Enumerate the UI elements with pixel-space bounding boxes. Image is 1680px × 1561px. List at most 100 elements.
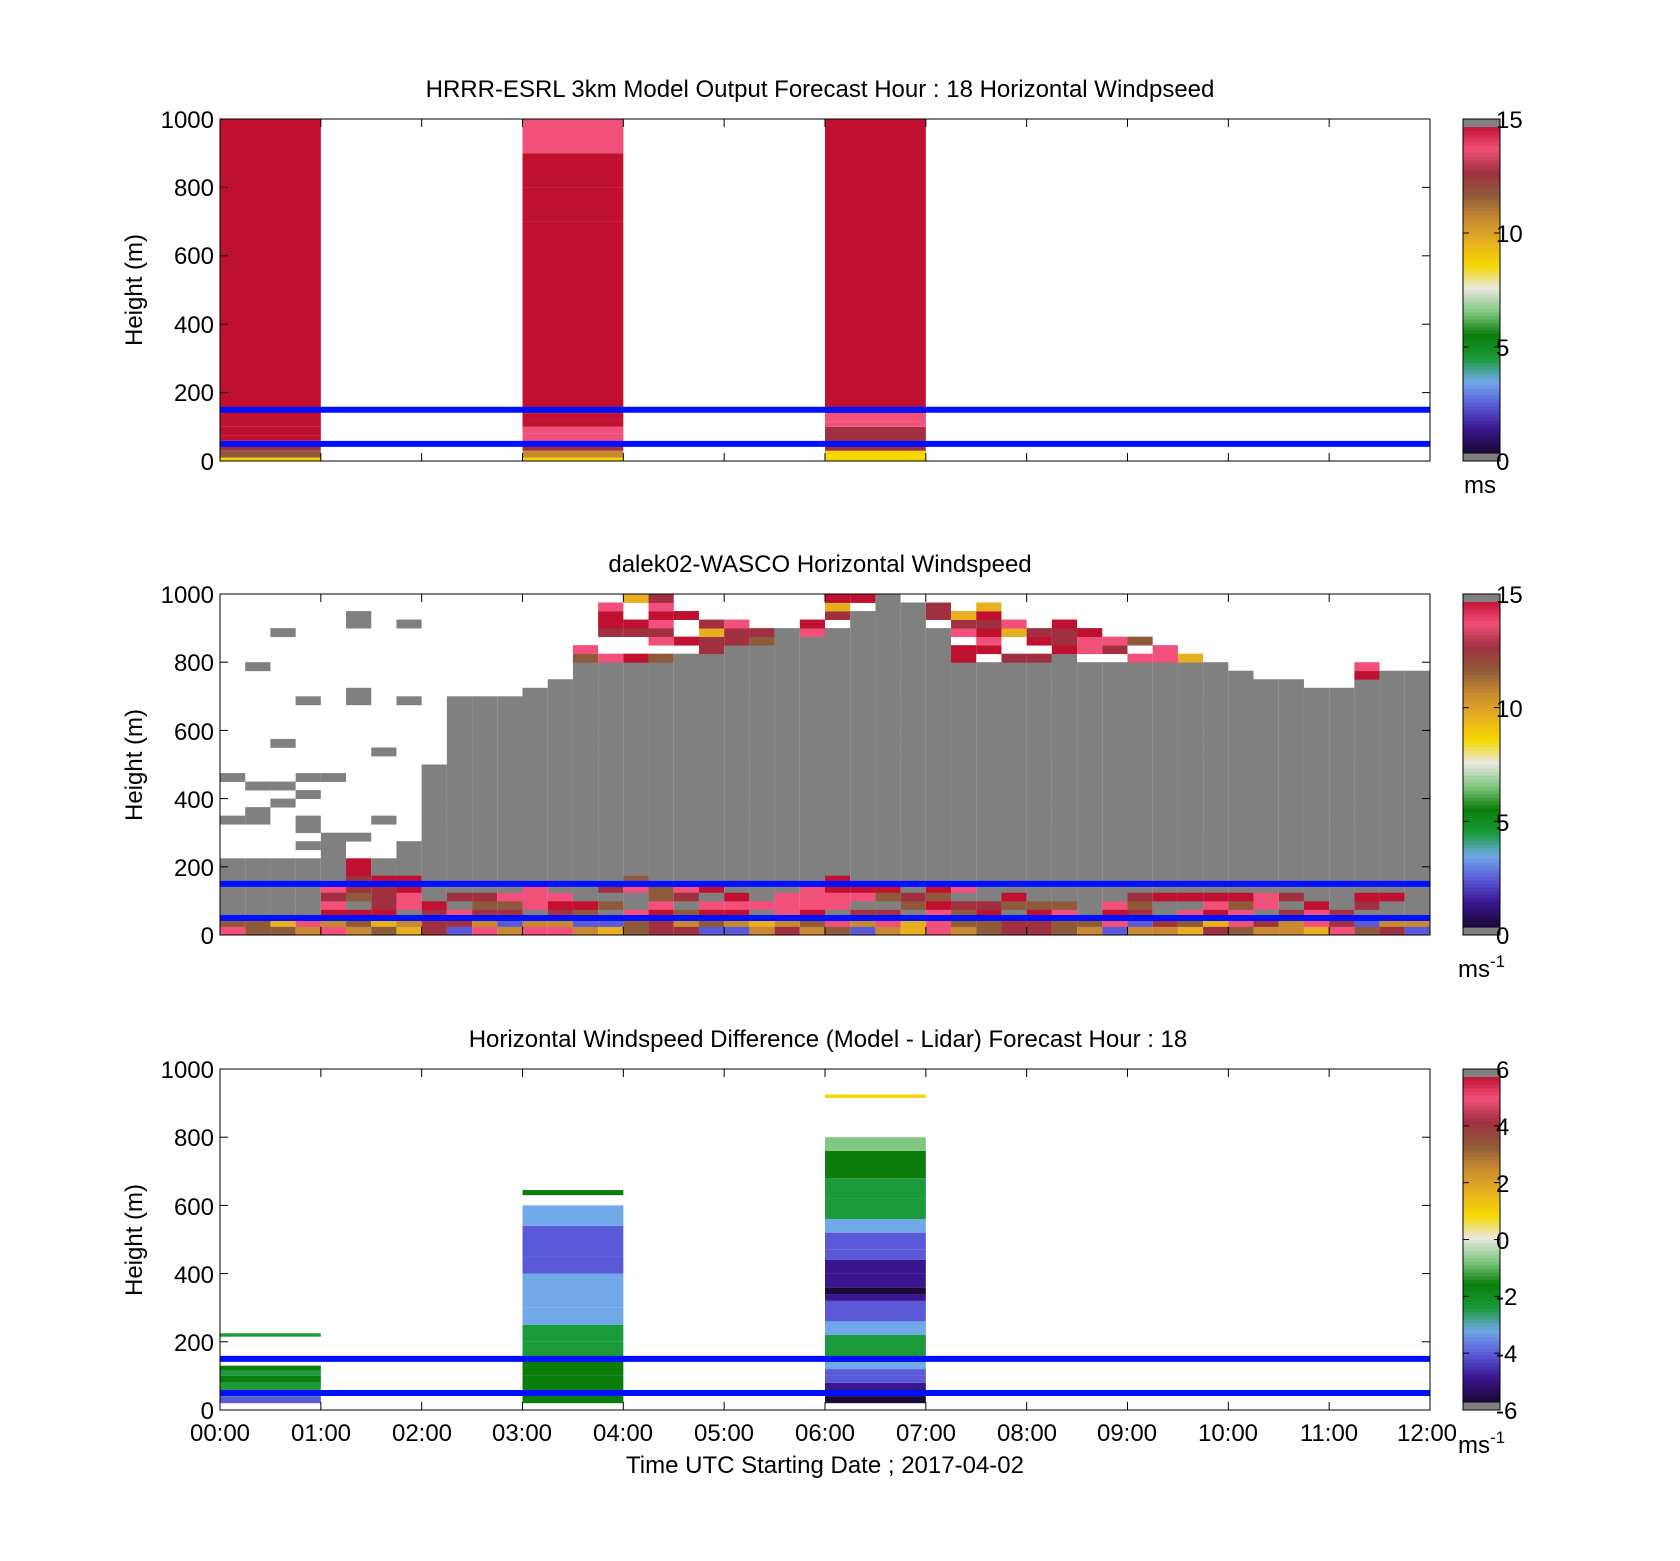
heatmap-cell <box>825 764 851 774</box>
heatmap-cell <box>925 602 952 612</box>
colorbar-swatch <box>1463 242 1500 248</box>
heatmap-cell <box>900 730 926 740</box>
heatmap-cell <box>749 679 775 689</box>
heatmap-cell <box>875 807 901 817</box>
heatmap-cell <box>472 892 498 902</box>
heatmap-cell <box>1203 849 1229 859</box>
heatmap-cell <box>547 900 573 910</box>
heatmap-cell <box>875 738 901 748</box>
heatmap-cell <box>1379 849 1405 859</box>
colorbar-tick-label: -4 <box>1496 1341 1517 1368</box>
colorbar-swatch <box>1463 177 1500 182</box>
heatmap-cell <box>547 807 573 817</box>
heatmap-cell <box>598 875 624 885</box>
heatmap-cell <box>1253 917 1279 927</box>
heatmap-cell <box>749 781 775 791</box>
colorbar-swatch <box>1463 786 1500 791</box>
heatmap-cell <box>396 909 422 919</box>
heatmap-cell <box>1303 849 1330 859</box>
heatmap-cell <box>320 773 347 782</box>
heatmap-cell <box>900 790 926 799</box>
colorbar-swatch <box>1463 152 1500 157</box>
heatmap-cell <box>825 713 851 723</box>
heatmap-cell <box>1077 790 1103 799</box>
heatmap-cell <box>1303 798 1330 808</box>
heatmap-cell <box>673 892 699 902</box>
heatmap-cell <box>698 883 725 893</box>
heatmap-cell <box>1329 824 1355 834</box>
heatmap-cell <box>623 730 649 740</box>
heatmap-cell <box>698 679 725 689</box>
heatmap-cell <box>951 679 977 689</box>
heatmap-cell <box>724 798 750 808</box>
colorbar-swatch <box>1463 1304 1500 1309</box>
heatmap-cell <box>1001 755 1027 765</box>
heatmap-cell <box>1379 755 1405 765</box>
heatmap-cell <box>1127 773 1153 782</box>
colorbar-swatch <box>1463 869 1500 874</box>
heatmap-cell <box>648 892 674 902</box>
heatmap-cell <box>572 883 599 893</box>
heatmap-cell <box>1253 849 1279 859</box>
panel-lidar: dalek02-WASCO Horizontal Windspeed 0 200… <box>121 551 1523 983</box>
heatmap-cell <box>472 849 498 859</box>
colorbar-swatch <box>1463 239 1500 244</box>
panel-difference-x-ticks <box>220 1068 1430 1411</box>
heatmap-cell <box>1102 687 1128 697</box>
heatmap-cell <box>825 841 851 851</box>
colorbar-tick-label: 0 <box>1496 923 1509 950</box>
colorbar-swatch <box>1463 159 1500 164</box>
colorbar-swatch <box>1463 1123 1500 1129</box>
heatmap-cell <box>497 841 523 851</box>
heatmap-cell <box>1177 909 1204 919</box>
heatmap-cell <box>1127 790 1153 799</box>
heatmap-cell <box>346 687 372 697</box>
heatmap-cell <box>472 704 498 714</box>
heatmap-cell <box>1077 917 1103 927</box>
heatmap-cell <box>1329 807 1355 817</box>
heatmap-cell <box>1354 781 1380 791</box>
heatmap-cell <box>547 892 573 902</box>
heatmap-cell <box>1152 713 1178 723</box>
colorbar-swatch <box>1463 261 1500 266</box>
heatmap-cell <box>421 781 447 791</box>
heatmap-cell <box>598 926 624 936</box>
colorbar-swatch <box>1463 1232 1500 1237</box>
heatmap-cell <box>522 1225 624 1240</box>
heatmap-cell <box>1026 773 1052 782</box>
heatmap-cell <box>245 883 271 893</box>
heatmap-cell <box>1354 926 1380 936</box>
colorbar-swatch <box>1463 376 1500 382</box>
heatmap-cell <box>1102 798 1128 808</box>
heatmap-cell <box>850 875 876 885</box>
heatmap-cell <box>1102 909 1128 919</box>
heatmap-cell <box>1152 849 1178 859</box>
heatmap-cell <box>245 917 271 927</box>
heatmap-cell <box>547 849 573 859</box>
heatmap-cell <box>698 832 725 842</box>
heatmap-cell <box>1228 764 1254 774</box>
heatmap-cell <box>572 917 599 927</box>
heatmap-cell <box>1127 781 1153 791</box>
heatmap-cell <box>1278 883 1304 893</box>
heatmap-cell <box>925 875 952 885</box>
heatmap-cell <box>875 653 901 663</box>
heatmap-cell <box>1177 832 1204 842</box>
heatmap-cell <box>1303 755 1330 765</box>
colorbar-swatch <box>1463 195 1500 201</box>
heatmap-cell <box>522 1256 624 1274</box>
heatmap-cell <box>547 721 573 731</box>
heatmap-cell <box>1278 704 1304 714</box>
heatmap-cell <box>446 764 473 774</box>
heatmap-cell <box>1404 824 1430 834</box>
heatmap-cell <box>1404 892 1430 902</box>
heatmap-cell <box>1026 679 1052 689</box>
colorbar-swatch <box>1463 347 1500 353</box>
heatmap-cell <box>1228 713 1254 723</box>
heatmap-cell <box>421 909 447 919</box>
heatmap-cell <box>825 1382 926 1390</box>
heatmap-cell <box>522 764 548 774</box>
heatmap-cell <box>1051 832 1078 842</box>
heatmap-cell <box>1077 645 1103 655</box>
